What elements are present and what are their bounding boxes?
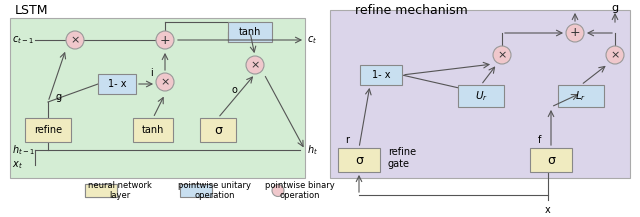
Bar — [200, 118, 236, 142]
Text: g: g — [55, 92, 61, 102]
Bar — [360, 65, 402, 85]
Text: $h_t$: $h_t$ — [307, 143, 318, 157]
Circle shape — [493, 46, 511, 64]
Text: pointwise binary
operation: pointwise binary operation — [265, 181, 335, 200]
Text: f: f — [538, 135, 541, 145]
Text: 1- x: 1- x — [108, 79, 126, 89]
Bar — [338, 148, 380, 172]
Text: tanh: tanh — [239, 27, 261, 37]
Bar — [228, 22, 272, 42]
Text: $c_{t-1}$: $c_{t-1}$ — [12, 34, 34, 46]
Bar — [85, 184, 117, 197]
Text: $h_{t-1}$: $h_{t-1}$ — [12, 143, 35, 157]
Text: ×: × — [250, 60, 260, 70]
Bar — [458, 85, 504, 107]
Text: x: x — [545, 205, 551, 215]
Text: σ: σ — [214, 123, 222, 136]
Text: $L_r$: $L_r$ — [575, 89, 587, 103]
Bar — [558, 85, 604, 107]
Text: ×: × — [160, 77, 170, 87]
Bar — [10, 18, 305, 178]
Bar — [330, 10, 630, 178]
Text: ×: × — [70, 35, 80, 45]
Text: +: + — [160, 33, 170, 46]
Circle shape — [606, 46, 624, 64]
Text: LSTM: LSTM — [15, 3, 49, 16]
Circle shape — [566, 24, 584, 42]
Text: ×: × — [497, 50, 507, 60]
Text: refine mechanism: refine mechanism — [355, 3, 468, 16]
Bar — [25, 118, 71, 142]
Bar — [85, 184, 117, 197]
Text: tanh: tanh — [142, 125, 164, 135]
Circle shape — [156, 31, 174, 49]
Bar — [530, 148, 572, 172]
Text: $c_t$: $c_t$ — [307, 34, 317, 46]
Text: r: r — [345, 135, 349, 145]
Bar — [98, 74, 136, 94]
Text: +: + — [570, 26, 580, 39]
Text: refine: refine — [34, 125, 62, 135]
Text: refine
gate: refine gate — [388, 147, 416, 169]
Circle shape — [66, 31, 84, 49]
Circle shape — [156, 73, 174, 91]
Bar — [133, 118, 173, 142]
Circle shape — [246, 56, 264, 74]
Text: neural network
layer: neural network layer — [88, 181, 152, 200]
Text: pointwise unitary
operation: pointwise unitary operation — [179, 181, 252, 200]
Text: i: i — [150, 68, 153, 78]
Circle shape — [272, 184, 284, 197]
Text: σ: σ — [355, 153, 363, 166]
Bar — [180, 184, 212, 197]
Text: $x_t$: $x_t$ — [12, 159, 23, 171]
Text: ×: × — [611, 50, 620, 60]
Text: $U_r$: $U_r$ — [474, 89, 488, 103]
Text: o: o — [232, 85, 238, 95]
Text: σ: σ — [547, 153, 555, 166]
Text: 1- x: 1- x — [372, 70, 390, 80]
Text: g: g — [611, 3, 619, 13]
